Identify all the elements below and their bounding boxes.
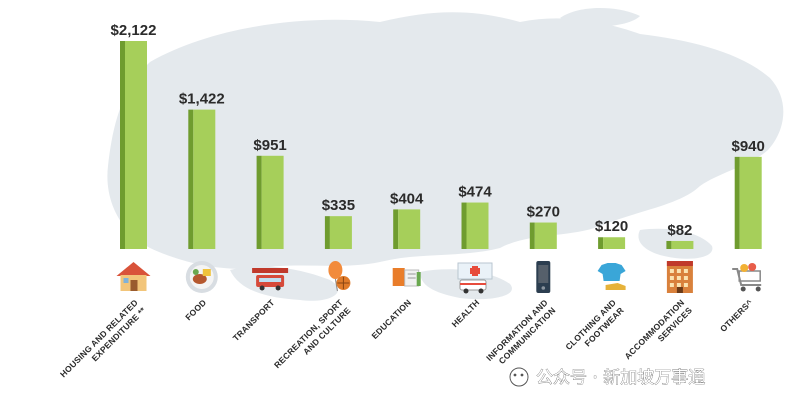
- bar-education: [393, 209, 421, 249]
- watermark-text: 公众号 · 新加坡万事通: [536, 368, 705, 388]
- bar-transport: [256, 155, 284, 249]
- bar-side: [666, 240, 672, 249]
- value-label-food: $1,422: [179, 91, 225, 108]
- category-label-food: FOOD: [183, 297, 208, 322]
- watermark: 公众号 · 新加坡万事通: [509, 367, 706, 388]
- bar-front: [534, 222, 557, 249]
- house-icon: [116, 262, 151, 291]
- books-icon: [392, 268, 421, 287]
- wechat-icon: [509, 367, 529, 387]
- bar-front: [603, 237, 626, 249]
- bars-layer: [120, 41, 762, 249]
- bar-front: [671, 240, 694, 249]
- shopping-cart-icon: [732, 263, 762, 292]
- shirt-shoe-icon: [597, 263, 626, 290]
- bar-side: [393, 209, 399, 249]
- bar-side: [529, 222, 535, 249]
- bar-recreation-sport-and-culture: [324, 216, 352, 249]
- value-label-education: $404: [390, 190, 424, 207]
- value-label-housing-and-related-expenditure: $2,122: [111, 22, 157, 39]
- bar-side: [324, 216, 330, 249]
- balloon-ball-icon: [328, 261, 351, 292]
- bar-side: [461, 202, 467, 249]
- bar-front: [466, 202, 489, 249]
- mobile-phone-icon: [536, 261, 551, 293]
- category-label-others: OTHERS^: [718, 297, 755, 334]
- value-label-health: $474: [458, 184, 492, 201]
- category-label-information-and-communication: INFORMATION ANDCOMMUNICATION: [484, 297, 557, 370]
- value-label-information-and-communication: $270: [527, 204, 560, 221]
- category-label-accommodation-services: ACCOMMODATIONSERVICES: [622, 297, 694, 369]
- category-label-recreation-sport-and-culture: RECREATION, SPORTAND CULTURE: [272, 297, 353, 378]
- food-plate-icon: [185, 261, 218, 293]
- value-label-clothing-and-footwear: $120: [595, 218, 628, 235]
- bar-front: [739, 156, 762, 249]
- bar-others: [734, 156, 762, 249]
- hotel-icon: [666, 261, 693, 293]
- value-label-transport: $951: [253, 137, 286, 154]
- bar-front: [398, 209, 421, 249]
- bar-housing-and-related-expenditure: [120, 41, 147, 249]
- icons-layer: [116, 261, 762, 294]
- value-label-others: $940: [732, 138, 765, 155]
- bar-side: [188, 109, 194, 249]
- bar-food: [188, 109, 216, 249]
- bar-health: [461, 202, 489, 249]
- bar-information-and-communication: [529, 222, 557, 249]
- ambulance-hospital-icon: [457, 262, 493, 294]
- bar-front: [193, 109, 216, 249]
- bar-accommodation-services: [666, 240, 694, 249]
- category-label-health: HEALTH: [450, 297, 482, 329]
- category-label-education: EDUCATION: [369, 297, 413, 341]
- bar-side: [256, 155, 262, 249]
- bar-side: [598, 237, 604, 249]
- category-label-housing-and-related-expenditure: HOUSING AND RELATEDEXPENDITURE **: [58, 297, 148, 387]
- bar-front: [261, 155, 284, 249]
- bar-side: [120, 41, 125, 249]
- category-label-clothing-and-footwear: CLOTHING ANDFOOTWEAR: [563, 297, 625, 359]
- value-label-recreation-sport-and-culture: $335: [322, 197, 355, 214]
- category-label-transport: TRANSPORT: [231, 297, 277, 343]
- bar-front: [329, 216, 352, 249]
- bar-front: [125, 41, 147, 249]
- train-bus-icon: [252, 268, 289, 291]
- value-label-accommodation-services: $82: [667, 222, 692, 239]
- bar-side: [734, 156, 740, 249]
- bar-clothing-and-footwear: [598, 237, 626, 249]
